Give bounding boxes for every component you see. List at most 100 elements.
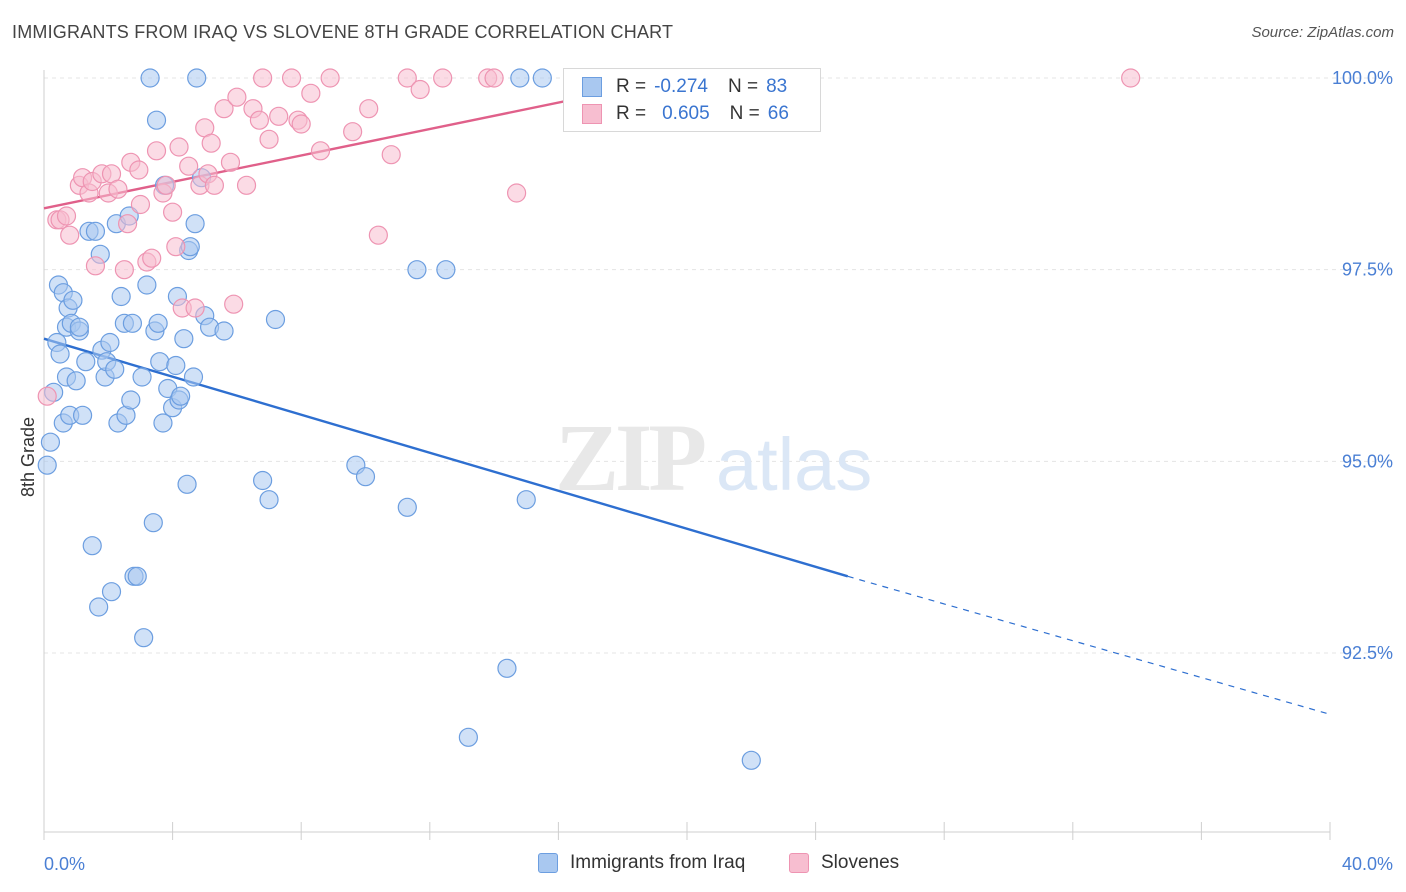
data-point-slovene [220, 152, 241, 172]
data-point-slovene [185, 298, 205, 318]
data-point-slovene [166, 237, 186, 257]
trend-line-iraq-extension [847, 575, 1331, 715]
y-tick-label: 92.5% [1342, 643, 1393, 663]
data-point-iraq [497, 658, 517, 678]
data-point-iraq [72, 405, 93, 425]
data-point-slovene [397, 68, 417, 88]
data-point-iraq [69, 317, 89, 337]
data-point-slovene [169, 137, 189, 157]
data-point-iraq [174, 329, 194, 349]
y-tick-label: 100.0% [1332, 68, 1393, 88]
chart-source: Source: ZipAtlas.com [1251, 24, 1394, 41]
data-point-iraq [407, 260, 427, 280]
data-point-slovene [320, 68, 340, 88]
legend-r-label: R = [616, 76, 647, 97]
data-point-slovene [343, 122, 363, 142]
legend-n-label: N = [729, 103, 760, 124]
legend-item-iraq[interactable]: Immigrants from Iraq [538, 852, 745, 874]
data-point-iraq [137, 275, 157, 295]
data-point-slovene [310, 141, 331, 161]
data-point-slovene [214, 99, 234, 119]
series-legend: Immigrants from Iraq Slovenes [0, 852, 1406, 878]
legend-swatch-iraq [538, 853, 558, 873]
data-point-slovene [108, 179, 128, 199]
data-point-iraq [510, 68, 530, 88]
data-point-iraq [105, 359, 125, 379]
data-point-slovene [1121, 68, 1141, 88]
data-point-iraq [85, 221, 106, 241]
data-point-slovene [281, 68, 302, 88]
data-point-slovene [259, 129, 279, 149]
data-point-iraq [101, 582, 122, 602]
data-point-iraq [134, 628, 154, 648]
legend-item-slovenes[interactable]: Slovenes [789, 852, 899, 874]
data-point-iraq [82, 536, 102, 556]
legend-r-value-slovene: 0.605 [662, 103, 710, 124]
data-point-slovene [368, 225, 388, 245]
data-point-slovene [163, 202, 183, 222]
y-axis-label: 8th Grade [18, 417, 38, 497]
data-point-slovene [484, 68, 504, 88]
data-point-slovene [291, 114, 311, 134]
data-point-iraq [63, 290, 83, 310]
data-point-slovene [85, 256, 106, 276]
data-point-iraq [355, 467, 376, 487]
data-point-slovene [236, 175, 257, 195]
legend-n-value-iraq: 83 [766, 76, 788, 97]
data-point-iraq [100, 332, 120, 353]
trend-line-iraq [43, 337, 849, 578]
legend-label-iraq: Immigrants from Iraq [570, 852, 746, 873]
data-point-iraq [436, 260, 456, 280]
data-point-iraq [458, 727, 478, 747]
data-point-slovene [224, 294, 244, 314]
data-point-iraq [76, 352, 96, 372]
data-point-iraq [516, 490, 536, 510]
data-point-iraq [148, 313, 168, 333]
data-point-iraq [153, 413, 173, 433]
data-point-slovene [201, 133, 221, 153]
svg-text:atlas: atlas [716, 423, 872, 506]
y-tick-label: 95.0% [1342, 451, 1393, 471]
legend-n-label: N = [727, 76, 759, 97]
legend-row-slovene: R = 0.605 N = 66 [582, 101, 789, 127]
data-point-slovene [359, 99, 379, 119]
data-point-slovene [410, 79, 430, 100]
data-point-iraq [171, 386, 191, 406]
data-point-slovene [433, 68, 453, 88]
data-point-slovene [37, 386, 57, 406]
svg-text:ZIP: ZIP [555, 404, 704, 511]
data-point-iraq [741, 750, 761, 770]
data-point-iraq [111, 286, 131, 307]
data-point-iraq [185, 214, 205, 234]
legend-swatch-slovene [582, 104, 602, 124]
data-point-slovene [156, 175, 176, 195]
data-point-iraq [187, 68, 207, 88]
grid-layer [44, 77, 1392, 654]
data-point-slovene [301, 83, 321, 103]
legend-n-value-slovene: 66 [767, 103, 789, 124]
data-point-slovene [142, 248, 162, 268]
data-point-slovene [179, 156, 199, 176]
data-point-slovene [253, 68, 273, 88]
data-point-slovene [381, 145, 401, 165]
legend-r-value-iraq: -0.274 [654, 76, 708, 97]
chart-title: IMMIGRANTS FROM IRAQ VS SLOVENE 8TH GRAD… [12, 22, 674, 42]
data-point-iraq [121, 390, 141, 410]
data-point-iraq [150, 352, 170, 372]
x-tick-label-min: 0.0% [44, 854, 85, 874]
y-tick-labels: 92.5% 95.0% 97.5% 100.0% [1332, 68, 1393, 663]
data-point-iraq [214, 321, 234, 341]
data-point-iraq [166, 355, 186, 376]
data-point-iraq [37, 455, 57, 475]
data-point-iraq [132, 367, 152, 387]
data-point-slovene [204, 175, 224, 195]
data-point-iraq [146, 110, 167, 130]
trend-layer [43, 72, 1331, 715]
data-point-iraq [89, 597, 109, 617]
legend-swatch-slovene [789, 853, 809, 873]
legend-row-iraq: R = -0.274 N = 83 [582, 74, 787, 100]
data-point-iraq [253, 470, 273, 491]
data-point-slovene [269, 106, 289, 126]
data-point-iraq [140, 68, 160, 88]
